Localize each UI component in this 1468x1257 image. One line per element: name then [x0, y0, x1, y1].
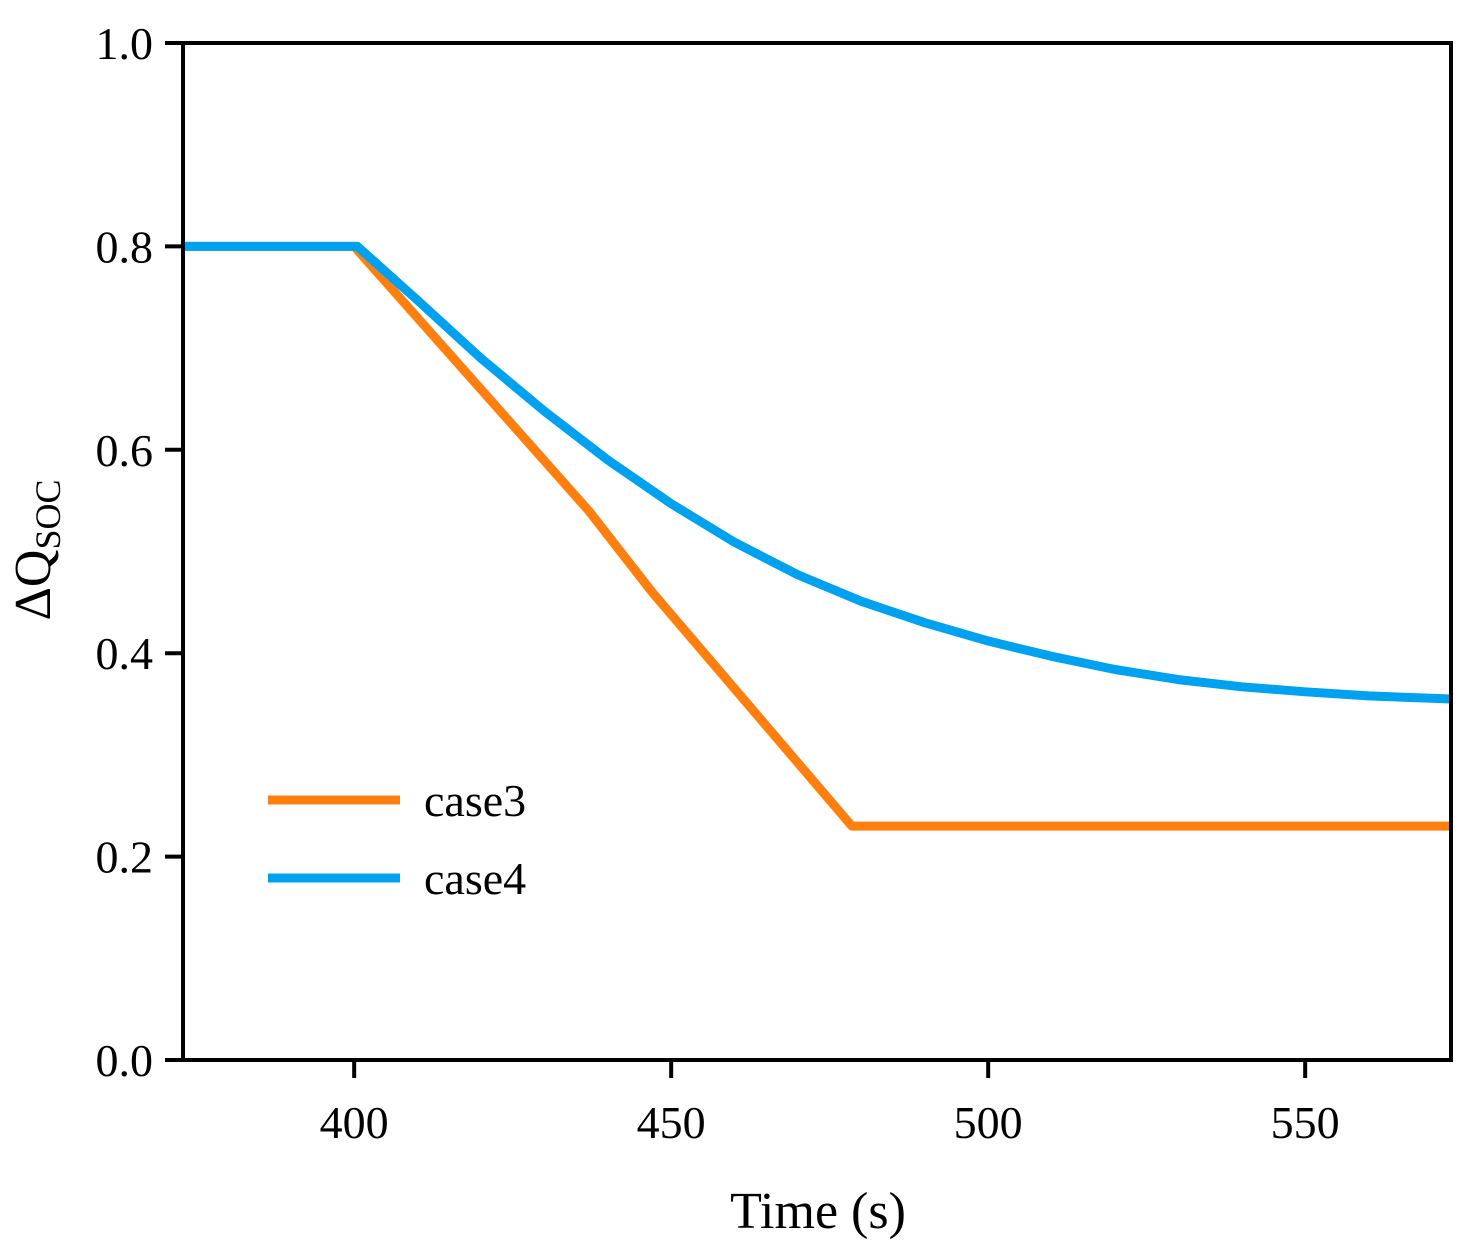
series-line-case3 [183, 241, 1451, 831]
legend: case3 case4 [268, 775, 526, 904]
y-axis-label-subscript: SOC [28, 479, 68, 549]
x-axis-ticks: 400 450 500 550 [320, 1060, 1340, 1148]
y-axis-label: ΔQSOC [5, 479, 68, 620]
y-tick-label: 0.0 [96, 1035, 154, 1086]
y-tick-label: 0.8 [96, 221, 154, 272]
plot-frame [181, 41, 1453, 1062]
y-axis-label-main: ΔQ [5, 550, 62, 621]
y-tick-label: 0.4 [96, 628, 154, 679]
series-line-case4 [183, 241, 1452, 704]
y-tick-label: 0.6 [96, 425, 154, 476]
y-tick-label: 0.2 [96, 832, 154, 883]
y-axis-ticks: 0.0 0.2 0.4 0.6 0.8 1.0 [96, 18, 183, 1086]
legend-label-case4: case4 [424, 853, 526, 904]
legend-label-case3: case3 [424, 775, 526, 826]
x-tick-label: 450 [637, 1097, 706, 1148]
series-layer [183, 241, 1452, 831]
x-tick-label: 550 [1271, 1097, 1340, 1148]
x-tick-label: 500 [954, 1097, 1023, 1148]
y-tick-label: 1.0 [96, 18, 154, 69]
x-tick-label: 400 [320, 1097, 389, 1148]
x-axis-label: Time (s) [730, 1183, 906, 1240]
